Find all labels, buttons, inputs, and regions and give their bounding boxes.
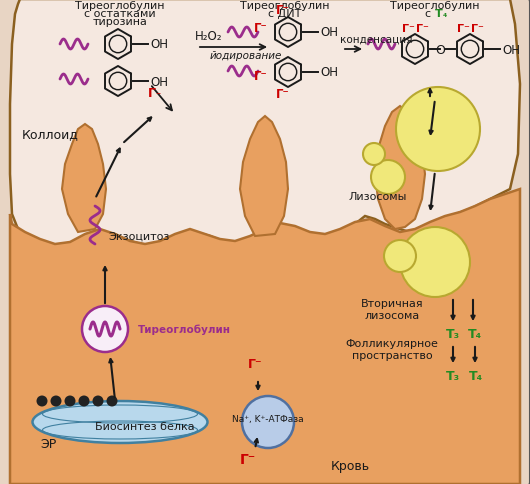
Text: Лизосомы: Лизосомы (349, 192, 407, 201)
Text: ⁻: ⁻ (155, 91, 160, 101)
Text: Тиреоглобулин: Тиреоглобулин (75, 1, 165, 11)
Text: Фолликулярное
пространство: Фолликулярное пространство (346, 338, 438, 360)
Text: тирозина: тирозина (93, 17, 147, 27)
Circle shape (400, 227, 470, 297)
Text: Г⁻: Г⁻ (471, 24, 483, 34)
Text: Г⁻: Г⁻ (240, 452, 256, 466)
Circle shape (78, 396, 90, 407)
Text: Тиреоглобулин: Тиреоглобулин (138, 324, 231, 334)
Text: Г⁻: Г⁻ (254, 70, 268, 83)
Text: Экзоцитоз: Экзоцитоз (108, 231, 170, 242)
Text: йодирование: йодирование (210, 51, 282, 61)
PathPatch shape (240, 117, 288, 237)
Text: Тиреоглобулин: Тиреоглобулин (240, 1, 330, 11)
Text: с остатками: с остатками (84, 9, 156, 19)
Circle shape (82, 306, 128, 352)
Circle shape (50, 396, 61, 407)
Text: Г⁻: Г⁻ (254, 22, 268, 35)
Text: Г: Г (148, 87, 156, 100)
Text: Биосинтез белка: Биосинтез белка (95, 421, 195, 431)
Circle shape (65, 396, 75, 407)
Text: O: O (435, 44, 445, 56)
Text: с ДИТ: с ДИТ (268, 9, 302, 19)
Text: Коллоид: Коллоид (22, 128, 79, 141)
PathPatch shape (62, 125, 106, 232)
Text: T₄: T₄ (469, 370, 483, 383)
Text: Г⁻: Г⁻ (276, 88, 290, 101)
Text: Г⁻: Г⁻ (402, 24, 414, 34)
Text: Г⁻: Г⁻ (276, 4, 290, 17)
Text: H₂O₂: H₂O₂ (195, 30, 223, 44)
Circle shape (371, 161, 405, 195)
Circle shape (363, 144, 385, 166)
Circle shape (384, 241, 416, 272)
Text: OH: OH (150, 38, 168, 51)
Circle shape (396, 88, 480, 172)
Text: OH: OH (502, 44, 520, 56)
Text: Г⁻: Г⁻ (456, 24, 470, 34)
Text: ЭР: ЭР (40, 438, 56, 451)
Text: T₄: T₄ (468, 328, 482, 341)
Text: Вторичная
лизосома: Вторичная лизосома (361, 299, 423, 320)
Circle shape (242, 396, 294, 448)
PathPatch shape (10, 190, 520, 484)
Circle shape (37, 396, 48, 407)
Text: T₃: T₃ (446, 328, 460, 341)
Text: T: T (435, 9, 443, 19)
Circle shape (93, 396, 103, 407)
Text: Na⁺, K⁺-АТФаза: Na⁺, K⁺-АТФаза (232, 415, 304, 424)
Text: с: с (425, 9, 435, 19)
Text: Г⁻: Г⁻ (416, 24, 428, 34)
Text: T₃: T₃ (446, 370, 460, 383)
PathPatch shape (10, 0, 520, 246)
Text: OH: OH (320, 66, 338, 79)
Circle shape (107, 396, 118, 407)
Text: Кровь: Кровь (330, 459, 369, 472)
Text: OH: OH (320, 27, 338, 39)
Text: ₄: ₄ (443, 9, 447, 19)
Ellipse shape (32, 401, 208, 443)
Text: Г⁻: Г⁻ (248, 358, 262, 371)
Text: OH: OH (150, 76, 168, 88)
Text: конденсация: конденсация (340, 35, 412, 45)
PathPatch shape (375, 107, 425, 229)
Text: Тиреоглобулин: Тиреоглобулин (390, 1, 480, 11)
